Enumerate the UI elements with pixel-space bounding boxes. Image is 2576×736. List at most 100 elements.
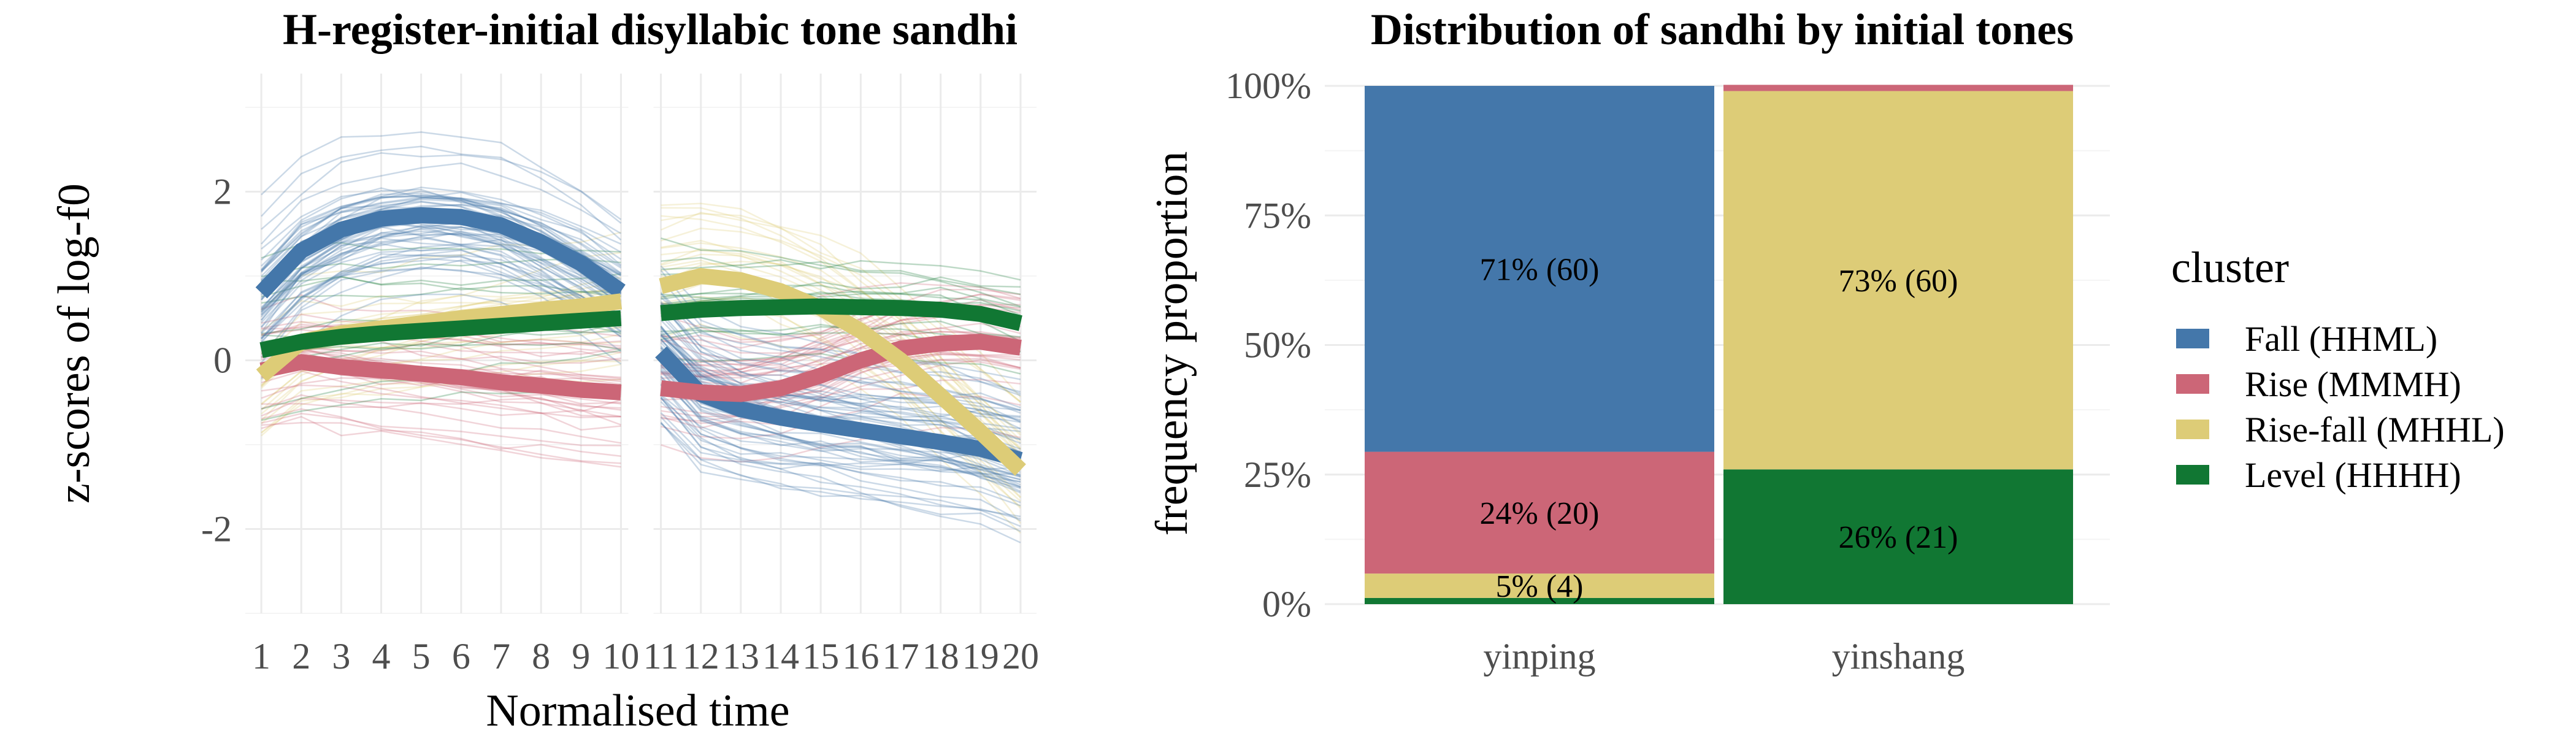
token-contour-line — [660, 370, 1021, 493]
token-contour-line — [261, 131, 622, 220]
token-contour-line — [660, 293, 1021, 423]
left-y-tick-label: -2 — [201, 509, 232, 550]
token-contour-line — [660, 378, 1021, 477]
token-contour-line — [660, 397, 1021, 527]
right-x-tick-labels: yinping yinshang — [1483, 636, 1965, 677]
left-x-tick-labels: 1 2 3 4 5 6 7 8 9 10 11 12 13 14 15 16 17 18 19 20 — [252, 636, 1039, 677]
token-contour-line — [661, 426, 1021, 463]
right-y-tick-label: 0% — [1262, 584, 1311, 624]
token-contour-line — [261, 145, 622, 241]
token-contour-line — [261, 237, 622, 323]
token-contour-line — [261, 230, 622, 318]
token-contour-line — [660, 304, 1021, 412]
token-contour-line — [660, 305, 1021, 411]
token-contour-line — [660, 367, 1021, 483]
left-x-tick-label: 11 — [643, 636, 679, 677]
left-x-tick-label: 10 — [602, 636, 639, 677]
token-contour-line — [660, 401, 1021, 488]
token-contour-line — [660, 369, 1021, 475]
token-contour-line — [261, 275, 621, 297]
token-contour-line — [660, 366, 1021, 483]
token-contour-line — [660, 301, 1021, 453]
right-y-axis-title: frequency proportion — [1147, 151, 1197, 536]
token-contour-line — [661, 291, 1021, 312]
token-contour-line — [261, 347, 621, 364]
token-contour-line — [261, 326, 621, 415]
token-contour-line — [661, 359, 1021, 418]
token-contour-line — [261, 231, 621, 311]
token-contour-line — [661, 207, 1021, 451]
token-contour-line — [261, 257, 622, 340]
token-contour-line — [261, 243, 622, 329]
cluster-mean-contours — [255, 207, 1026, 476]
token-contour-line — [261, 326, 621, 353]
token-contour-line — [261, 333, 621, 388]
token-contour-line — [661, 353, 1021, 375]
legend-items: Fall (HHML) Rise (MMMH) Rise-fall (MHHL) Le… — [2176, 319, 2505, 495]
bar-segment-label: 73% (60) — [1839, 264, 1958, 299]
mean-contour-rise-syllable-2 — [660, 334, 1022, 402]
token-contour-line — [261, 226, 622, 312]
token-contour-line — [261, 243, 622, 343]
left-x-tick-label: 12 — [683, 636, 719, 677]
left-x-tick-label: 14 — [762, 636, 799, 677]
token-contour-line — [661, 240, 1021, 456]
token-contour-line — [660, 384, 1021, 522]
bar-segment-labels: 5% (4) 24% (20) 71% (60) 26% (21) 73% (60) — [1480, 252, 1958, 604]
token-contour-line — [661, 215, 1021, 449]
token-contour-line — [261, 236, 622, 328]
left-x-tick-label: 15 — [802, 636, 839, 677]
token-contour-line — [661, 392, 1021, 440]
token-contour-line — [261, 259, 622, 358]
token-contour-line — [261, 343, 621, 355]
token-contour-line — [661, 289, 1021, 373]
token-contour-line — [261, 194, 622, 280]
left-x-tick-label: 3 — [332, 636, 350, 677]
syllable-gap — [628, 61, 654, 626]
legend-label: Rise-fall (MHHL) — [2245, 410, 2505, 450]
left-y-tick-label: 2 — [213, 172, 232, 212]
token-contour-line — [660, 412, 1021, 478]
left-y-tick-labels: -2 0 2 — [201, 172, 232, 550]
bar-segment-rise-yinshang — [1723, 85, 2073, 91]
token-contour-line — [261, 321, 621, 378]
left-x-tick-label: 19 — [962, 636, 999, 677]
token-contour-line — [261, 403, 621, 444]
left-x-tick-label: 6 — [452, 636, 470, 677]
token-contour-line — [661, 247, 1021, 436]
token-contour-line — [261, 231, 621, 323]
token-contour-line — [660, 422, 1021, 520]
legend-label: Rise (MMMH) — [2245, 364, 2461, 404]
left-x-axis-title: Normalised time — [486, 686, 789, 736]
token-contour-line — [261, 196, 621, 276]
token-contour-line — [661, 202, 1021, 441]
token-contour-line — [660, 421, 1021, 518]
mean-contour-fall-syllable-1 — [255, 207, 626, 299]
token-contour-line — [261, 394, 621, 418]
left-x-tick-label: 20 — [1002, 636, 1039, 677]
token-contour-line — [661, 237, 1021, 307]
token-contour-line — [660, 416, 1021, 470]
token-contour-line — [261, 416, 621, 468]
token-contour-line — [661, 286, 1021, 308]
mean-contour-rise-syllable-1 — [259, 354, 622, 401]
token-contour-line — [660, 364, 1021, 473]
token-contour-line — [660, 423, 1021, 532]
legend-swatch-level — [2176, 465, 2209, 485]
token-contour-line — [261, 197, 622, 289]
token-contour-line — [661, 353, 1021, 417]
mean-contour-level-syllable-1 — [259, 310, 622, 358]
token-contour-line — [261, 370, 621, 431]
bar-segment-label: 5% (4) — [1496, 569, 1584, 604]
left-x-tick-label: 16 — [842, 636, 879, 677]
token-contour-line — [661, 242, 1021, 434]
left-y-axis-title: z-scores of log-f0 — [49, 183, 99, 504]
token-contour-line — [661, 259, 1021, 281]
legend-swatch-risefall — [2176, 420, 2209, 439]
left-x-tick-label: 1 — [252, 636, 270, 677]
token-contour-line — [661, 359, 1021, 429]
mean-contour-fall-syllable-2 — [655, 346, 1023, 468]
legend-title: cluster — [2171, 243, 2289, 292]
right-x-tick-label: yinping — [1483, 636, 1595, 677]
